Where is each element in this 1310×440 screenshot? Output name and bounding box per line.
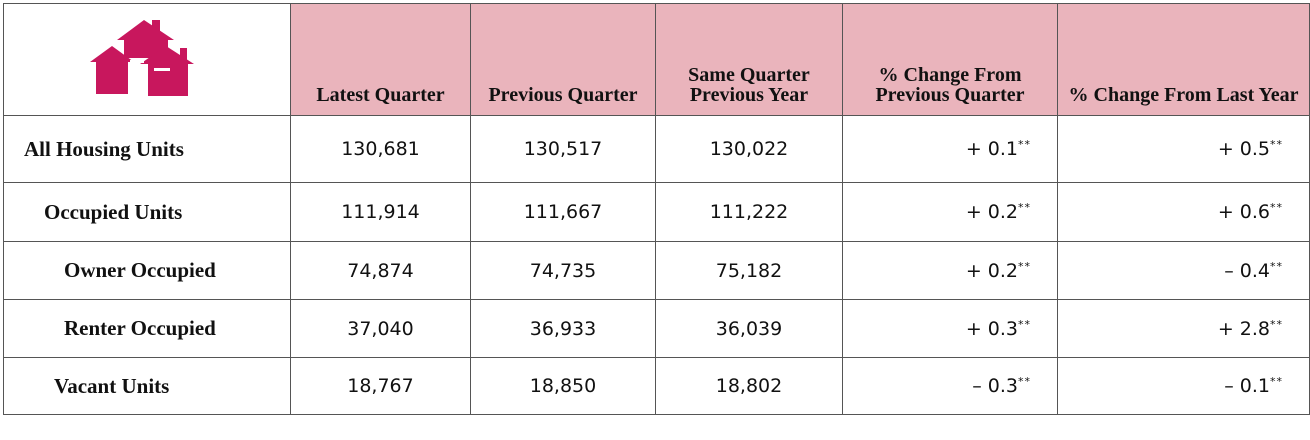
row-label: Renter Occupied: [3, 299, 291, 358]
value-cell: 130,681: [290, 115, 471, 183]
pct-cell: + 0.5**: [1057, 115, 1310, 183]
pct-value: + 0.2: [965, 201, 1018, 223]
value-cell: 18,850: [470, 357, 656, 415]
value-cell: 111,914: [290, 182, 471, 242]
column-header: % Change From Last Year: [1057, 3, 1310, 116]
pct-cell: + 2.8**: [1057, 299, 1310, 358]
pct-value: + 0.3: [965, 317, 1018, 340]
pct-cell: + 0.2**: [842, 182, 1058, 242]
row-label: Vacant Units: [3, 357, 291, 415]
column-header: Latest Quarter: [290, 3, 471, 116]
value-cell: 36,039: [655, 299, 843, 358]
pct-cell: – 0.1**: [1057, 357, 1310, 415]
pct-cell: – 0.4**: [1057, 241, 1310, 300]
column-header: % Change From Previous Quarter: [842, 3, 1058, 116]
pct-value: – 0.1: [1224, 375, 1270, 397]
pct-note: **: [1018, 317, 1031, 331]
value-cell: 130,022: [655, 115, 843, 183]
row-label: All Housing Units: [3, 115, 291, 183]
house-icon: [90, 19, 194, 96]
pct-note: **: [1270, 375, 1283, 388]
value-cell: 74,874: [290, 241, 471, 300]
value-cell: 111,667: [470, 182, 656, 242]
row-label: Owner Occupied: [3, 241, 291, 300]
value-cell: 36,933: [470, 299, 656, 358]
pct-cell: + 0.6**: [1057, 182, 1310, 242]
value-cell: 111,222: [655, 182, 843, 242]
pct-value: + 0.2: [965, 259, 1018, 282]
pct-value: – 0.3: [972, 375, 1018, 397]
pct-note: **: [1270, 201, 1283, 214]
pct-cell: – 0.3**: [842, 357, 1058, 415]
value-cell: 130,517: [470, 115, 656, 183]
pct-note: **: [1018, 201, 1031, 214]
table-row: All Housing Units 130,681 130,517 130,022 + …: [3, 115, 1310, 183]
housing-table: Latest Quarter Previous Quarter Same Quart…: [3, 3, 1310, 415]
column-header: Previous Quarter: [470, 3, 656, 116]
pct-note: **: [1018, 138, 1031, 151]
pct-cell: + 0.3**: [842, 299, 1058, 358]
pct-note: **: [1018, 259, 1031, 273]
value-cell: 18,802: [655, 357, 843, 415]
value-cell: 37,040: [290, 299, 471, 358]
pct-note: **: [1018, 375, 1031, 388]
pct-note: **: [1270, 317, 1283, 331]
value-cell: 75,182: [655, 241, 843, 300]
pct-value: + 0.5: [1217, 138, 1270, 160]
table-row: Occupied Units 111,914 111,667 111,222 + 0.2…: [3, 182, 1310, 242]
pct-value: + 2.8: [1217, 317, 1270, 340]
pct-note: **: [1270, 259, 1283, 273]
pct-cell: + 0.2**: [842, 241, 1058, 300]
value-cell: 74,735: [470, 241, 656, 300]
pct-value: – 0.4: [1224, 259, 1270, 282]
column-header: Same Quarter Previous Year: [655, 3, 843, 116]
icon-cell: [3, 3, 291, 116]
table-row: Owner Occupied 74,874 74,735 75,182 + 0.2** –…: [3, 241, 1310, 300]
row-label: Occupied Units: [3, 182, 291, 242]
pct-note: **: [1270, 138, 1283, 151]
value-cell: 18,767: [290, 357, 471, 415]
header-row: Latest Quarter Previous Quarter Same Quart…: [3, 3, 1310, 116]
pct-value: + 0.1: [965, 138, 1018, 160]
table-row: Vacant Units 18,767 18,850 18,802– 0.3** – 0…: [3, 357, 1310, 415]
table-row: Renter Occupied 37,040 36,933 36,039 + 0.3**…: [3, 299, 1310, 358]
pct-cell: + 0.1**: [842, 115, 1058, 183]
pct-value: + 0.6: [1217, 201, 1270, 223]
